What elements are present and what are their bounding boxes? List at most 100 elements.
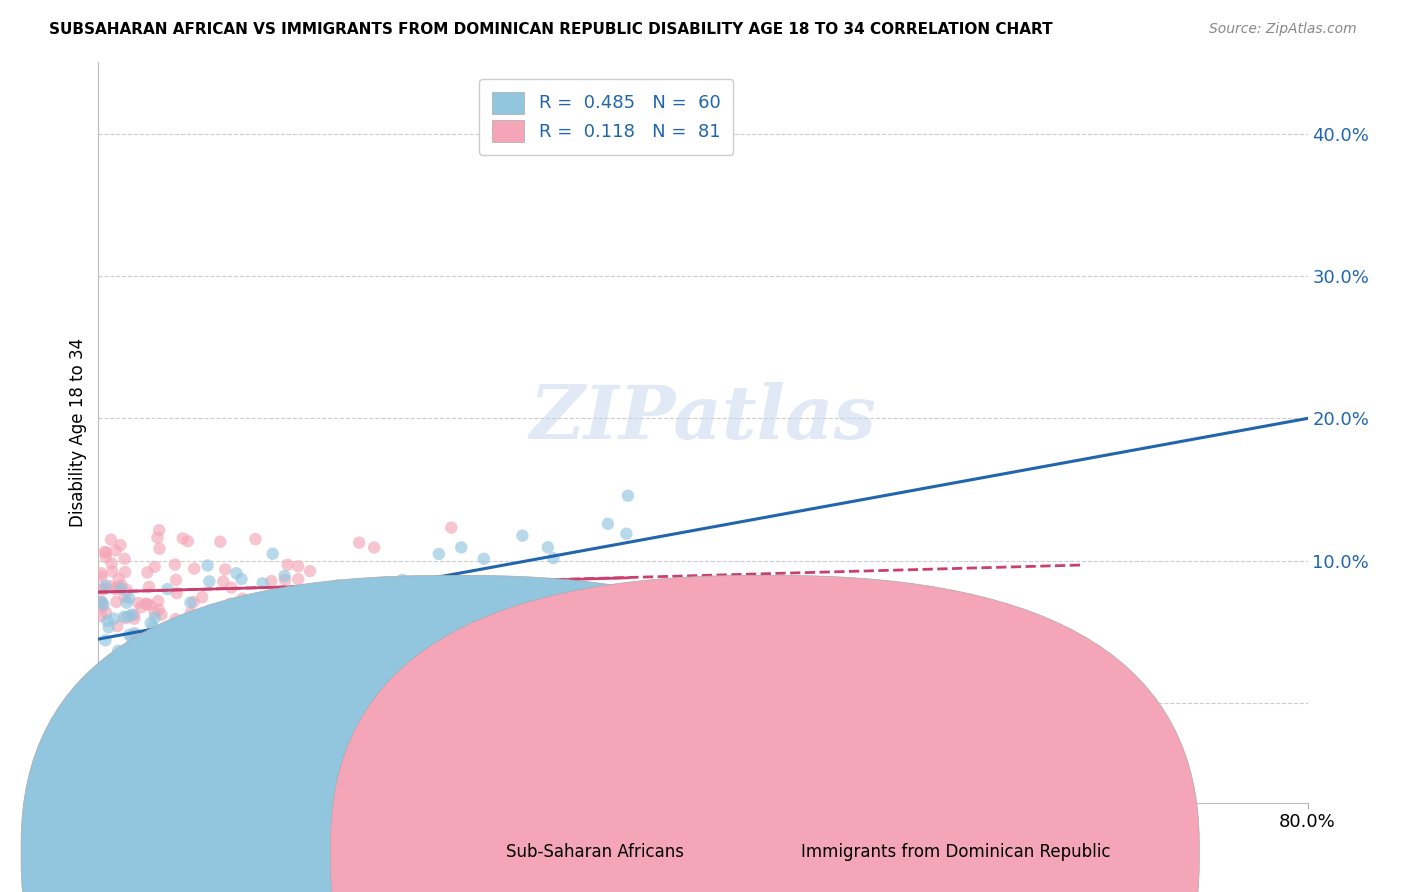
Point <box>200 607 222 621</box>
Point <box>94 550 117 565</box>
Point <box>90 595 112 609</box>
Point <box>209 534 232 549</box>
Point <box>166 586 188 600</box>
Point <box>222 598 245 612</box>
Point <box>157 652 180 666</box>
Point <box>148 603 170 617</box>
Point <box>94 545 117 559</box>
Point <box>104 582 127 597</box>
Point <box>177 534 200 549</box>
Point <box>363 541 385 555</box>
Text: Immigrants from Dominican Republic: Immigrants from Dominican Republic <box>801 843 1111 861</box>
Point <box>298 564 321 578</box>
Point <box>225 566 247 581</box>
Point <box>142 620 165 634</box>
Point <box>94 579 117 593</box>
Point <box>118 591 141 605</box>
Point <box>312 620 335 634</box>
Point <box>173 639 195 653</box>
Point <box>260 574 283 588</box>
Point <box>143 610 166 624</box>
Y-axis label: Disability Age 18 to 34: Disability Age 18 to 34 <box>69 338 87 527</box>
Point <box>617 489 640 503</box>
Point <box>231 572 253 586</box>
Point <box>96 614 118 628</box>
Point <box>143 559 166 574</box>
Text: ZIPatlas: ZIPatlas <box>530 382 876 454</box>
Point <box>262 547 284 561</box>
Point <box>128 637 150 651</box>
Point <box>98 579 121 593</box>
Point <box>163 558 186 572</box>
Point <box>90 609 112 624</box>
Point <box>319 595 342 609</box>
Point <box>165 612 187 626</box>
Point <box>148 541 170 556</box>
Point <box>156 582 179 596</box>
Point <box>139 616 162 631</box>
Point <box>115 596 138 610</box>
Point <box>183 595 205 609</box>
Point <box>139 648 162 663</box>
Point <box>110 578 132 592</box>
Point <box>596 516 619 531</box>
Point <box>472 551 495 566</box>
Point <box>138 580 160 594</box>
Point <box>287 572 309 586</box>
Point <box>129 600 152 615</box>
Point <box>252 576 274 591</box>
Text: Source: ZipAtlas.com: Source: ZipAtlas.com <box>1209 22 1357 37</box>
Point <box>214 562 236 576</box>
Point <box>146 594 169 608</box>
Point <box>245 532 267 546</box>
Point <box>124 626 146 640</box>
Point <box>93 545 115 559</box>
Point <box>103 611 125 625</box>
Point <box>150 607 173 622</box>
Point <box>148 523 170 537</box>
Point <box>122 612 145 626</box>
Point <box>105 581 128 595</box>
Point <box>90 566 112 581</box>
Point <box>125 628 148 642</box>
Point <box>105 595 128 609</box>
Point <box>107 644 129 658</box>
Legend: R =  0.485   N =  60, R =  0.118   N =  81: R = 0.485 N = 60, R = 0.118 N = 81 <box>479 78 734 154</box>
Point <box>101 662 124 676</box>
Point <box>337 630 360 644</box>
Point <box>132 631 155 645</box>
Point <box>142 627 165 641</box>
Point <box>114 565 136 579</box>
Point <box>231 591 253 606</box>
Point <box>357 593 380 607</box>
Point <box>219 597 242 611</box>
Point <box>90 596 112 610</box>
Point <box>512 529 534 543</box>
Point <box>225 608 247 623</box>
Point <box>97 620 120 634</box>
Point <box>91 582 114 597</box>
Point <box>174 622 197 636</box>
Point <box>427 547 450 561</box>
Point <box>112 670 135 684</box>
Point <box>146 635 169 649</box>
Text: SUBSAHARAN AFRICAN VS IMMIGRANTS FROM DOMINICAN REPUBLIC DISABILITY AGE 18 TO 34: SUBSAHARAN AFRICAN VS IMMIGRANTS FROM DO… <box>49 22 1053 37</box>
Point <box>537 541 560 555</box>
Point <box>93 582 115 596</box>
Point <box>229 670 252 684</box>
Point <box>118 609 141 624</box>
Point <box>146 531 169 545</box>
Point <box>118 628 141 642</box>
Point <box>219 614 242 628</box>
Point <box>370 626 392 640</box>
Point <box>191 591 214 605</box>
Point <box>120 630 142 644</box>
Point <box>212 574 235 589</box>
Point <box>94 633 117 648</box>
Point <box>104 543 127 558</box>
Point <box>139 598 162 612</box>
Point <box>198 604 221 618</box>
Point <box>391 573 413 587</box>
Point <box>224 621 246 635</box>
Point <box>136 566 159 580</box>
